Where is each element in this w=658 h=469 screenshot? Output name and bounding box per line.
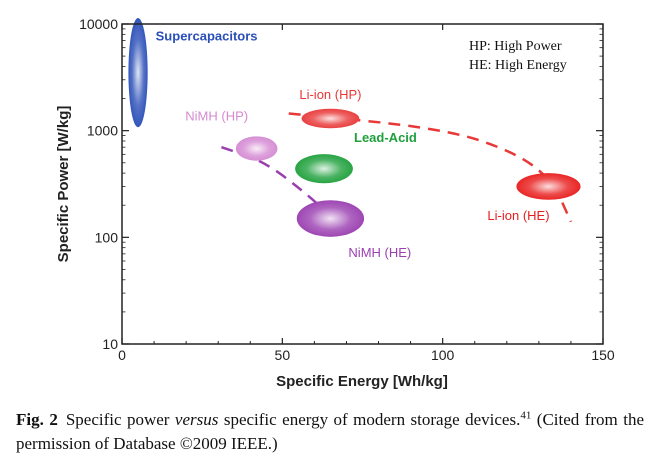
- y-tick-label: 1000: [87, 123, 118, 139]
- caption-text-italic: versus: [174, 410, 219, 429]
- x-tick-label: 150: [591, 347, 615, 363]
- label-lead-acid: Lead-Acid: [354, 130, 417, 145]
- label-nimh-he: NiMH (HE): [348, 245, 411, 260]
- label-supercapacitors: Supercapacitors: [156, 28, 258, 43]
- y-tick-label: 10: [102, 336, 118, 352]
- x-tick-label: 50: [275, 347, 291, 363]
- caption-text-after: specific energy of modern storage device…: [218, 410, 521, 429]
- plot-frame: [121, 23, 604, 345]
- chart-canvas: 0 50 100 150 10 100 1000 10000 Supercapacitors L…: [55, 16, 615, 390]
- y-tick-label: 100: [95, 229, 119, 245]
- label-li-ion-he: Li-ion (HE): [487, 208, 549, 223]
- label-li-ion-hp: Li-ion (HP): [299, 87, 361, 102]
- caption-text-before: Specific power: [65, 410, 175, 429]
- region-nimh-he: [296, 200, 365, 237]
- figure-caption: Fig. 2 Specific power versus specific ene…: [16, 408, 644, 456]
- caption-reference: 41: [520, 409, 532, 422]
- y-axis-title: Specific Power [W/kg]: [55, 106, 72, 263]
- region-li-ion-he: [516, 173, 581, 200]
- marks-layer: Supercapacitors Li-ion (HP) NiMH (HP) Lead-…: [128, 18, 581, 260]
- region-li-ion-hp: [301, 108, 360, 129]
- caption-text-end: (Cited from the permission of Database ©…: [16, 410, 645, 453]
- label-nimh-hp: NiMH (HP): [185, 108, 248, 123]
- x-tick-label: 100: [431, 347, 455, 363]
- figure-number: Fig. 2: [16, 410, 58, 429]
- legend-note-hp: HP: High Power: [469, 39, 562, 54]
- region-nimh-hp: [235, 136, 278, 161]
- x-axis-title: Specific Energy [Wh/kg]: [276, 373, 448, 390]
- x-tick-label: 0: [118, 347, 126, 363]
- region-supercapacitors: [128, 18, 148, 128]
- region-lead-acid: [295, 154, 353, 184]
- tick-layer: 0 50 100 150 10 100 1000 10000: [79, 16, 615, 363]
- legend-note-he: HE: High Energy: [469, 58, 567, 73]
- y-tick-label: 10000: [79, 16, 118, 32]
